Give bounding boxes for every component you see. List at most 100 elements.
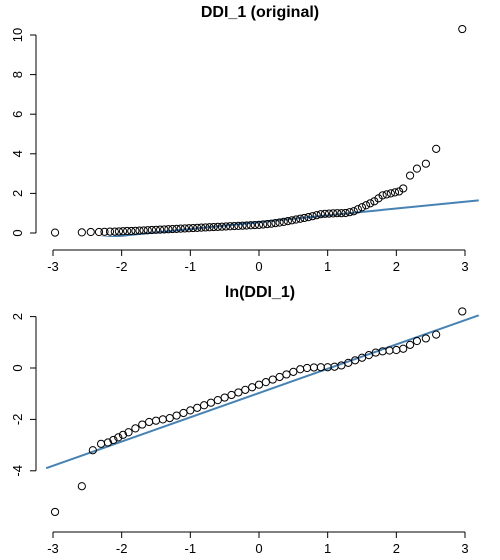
- data-point: [382, 190, 391, 199]
- data-point: [105, 227, 115, 236]
- data-point: [164, 225, 173, 234]
- data-point: [145, 417, 154, 427]
- x-tick-label: -1: [185, 541, 197, 556]
- data-point: [282, 370, 291, 379]
- y-tick-label: 6: [10, 111, 25, 118]
- data-point: [184, 224, 194, 233]
- data-point: [296, 365, 305, 374]
- data-point: [421, 159, 430, 168]
- data-point: [254, 380, 264, 389]
- data-point: [139, 226, 148, 235]
- data-point: [254, 220, 264, 229]
- panel-title: DDI_1 (original): [201, 4, 319, 21]
- data-point: [421, 334, 430, 343]
- data-point: [432, 330, 441, 339]
- data-point: [337, 361, 346, 370]
- data-point: [333, 209, 342, 218]
- data-point: [351, 356, 360, 365]
- y-tick-label: 8: [10, 71, 25, 78]
- data-point: [135, 226, 144, 235]
- y-tick-label: -2: [10, 414, 25, 426]
- data-point: [357, 353, 367, 362]
- data-point: [151, 225, 161, 234]
- x-tick-label: 0: [255, 541, 262, 556]
- data-point: [329, 209, 338, 218]
- x-tick-label: -3: [47, 259, 59, 274]
- data-point: [227, 390, 236, 400]
- data-point: [275, 218, 284, 227]
- data-point: [390, 188, 400, 197]
- panel-ddi1-original: DDI_1 (original) -3 -2 -1 0 1 2 3 0 2 4 6 8 10: [10, 4, 479, 274]
- y-tick-label: 2: [10, 190, 25, 197]
- data-point: [412, 336, 422, 346]
- data-point: [291, 215, 301, 224]
- data-point: [172, 411, 181, 420]
- data-point: [248, 383, 257, 392]
- x-tick-label: 1: [324, 259, 331, 274]
- data-point: [193, 403, 202, 412]
- data-point: [279, 217, 288, 227]
- data-point: [234, 388, 243, 397]
- x-tick-label: -1: [185, 259, 197, 274]
- data-point: [131, 226, 140, 235]
- x-tick-label: 2: [393, 259, 400, 274]
- data-point: [289, 367, 298, 376]
- data-point: [50, 228, 60, 237]
- data-point: [370, 197, 379, 206]
- y-tick-label: 4: [10, 150, 25, 157]
- data-point: [221, 222, 231, 231]
- data-point: [110, 227, 119, 236]
- data-point: [261, 378, 270, 387]
- data-point: [386, 189, 395, 198]
- data-point: [302, 363, 312, 373]
- x-tick-label: 3: [461, 541, 468, 556]
- data-point: [268, 375, 277, 384]
- data-point: [96, 439, 106, 448]
- data-point: [100, 227, 109, 236]
- data-point: [147, 225, 156, 235]
- data-point: [366, 199, 375, 208]
- data-point: [193, 223, 202, 232]
- data-point: [399, 184, 408, 193]
- x-tick-label: 2: [393, 541, 400, 556]
- y-axis: -4 -2 0 2: [10, 313, 37, 477]
- data-point: [114, 433, 123, 442]
- data-point: [138, 420, 147, 429]
- data-point: [405, 340, 415, 349]
- data-point: [405, 171, 415, 180]
- y-tick-label: -4: [10, 465, 25, 477]
- data-point: [349, 207, 358, 216]
- data-point: [362, 201, 371, 210]
- data-point: [316, 363, 325, 372]
- panel-ln-ddi1: ln(DDI_1) -3 -2 -1 0 1 2 3 -4 -2 0 2: [10, 284, 480, 556]
- data-point: [124, 428, 133, 437]
- data-point: [199, 401, 209, 410]
- data-point: [304, 213, 313, 222]
- data-point: [230, 221, 239, 231]
- data-point: [242, 221, 251, 230]
- data-point: [458, 24, 467, 34]
- x-tick-label: 3: [461, 259, 468, 274]
- data-point: [432, 144, 441, 153]
- data-point: [179, 408, 188, 418]
- data-point: [337, 209, 346, 218]
- data-point: [271, 219, 280, 228]
- x-axis: -3 -2 -1 0 1 2 3: [47, 249, 469, 274]
- x-tick-label: -2: [116, 541, 128, 556]
- data-point: [143, 226, 152, 235]
- data-point: [188, 223, 198, 233]
- data-point: [197, 223, 206, 232]
- data-point: [123, 226, 132, 236]
- data-point: [267, 219, 276, 228]
- data-point: [357, 203, 367, 212]
- x-tick-label: 1: [324, 541, 331, 556]
- data-point: [118, 227, 128, 236]
- y-tick-label: 0: [10, 364, 25, 371]
- data-point: [283, 217, 292, 226]
- data-point: [226, 222, 235, 231]
- data-point: [296, 214, 305, 223]
- data-point: [378, 191, 387, 200]
- data-point: [86, 227, 95, 237]
- data-point: [205, 223, 214, 232]
- data-point: [300, 213, 309, 223]
